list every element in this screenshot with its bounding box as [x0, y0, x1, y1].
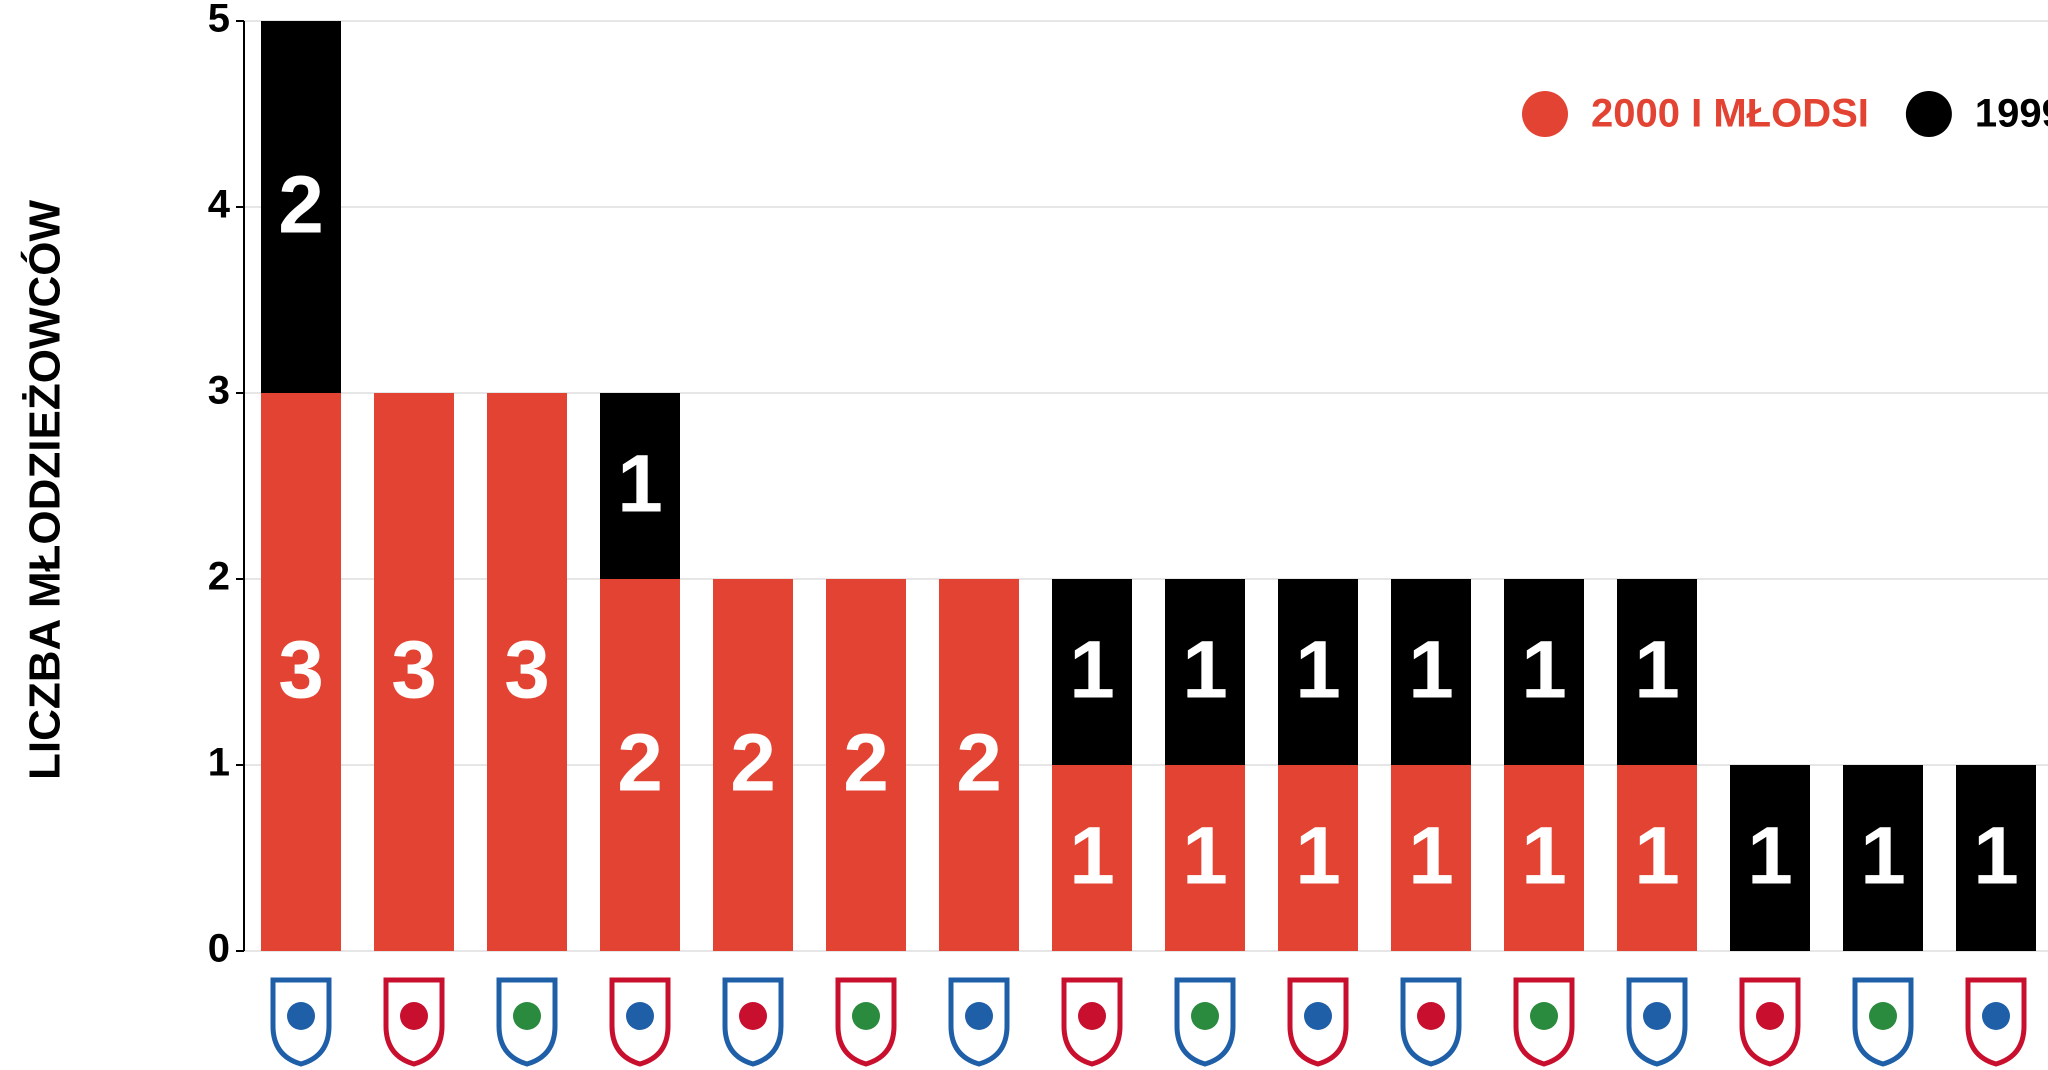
- club-logo-detail: [1191, 1002, 1219, 1030]
- legend-swatch: [1905, 91, 1952, 137]
- bar-segment: [1165, 765, 1245, 951]
- club-logo-detail: [1643, 1002, 1671, 1030]
- bar-segment: [1956, 765, 2036, 951]
- bar-segment: [261, 21, 341, 393]
- bar-segment: [939, 579, 1019, 951]
- y-tick-label: 0: [208, 927, 230, 971]
- club-logo-detail: [1417, 1002, 1445, 1030]
- bar-segment: [600, 579, 680, 951]
- data-label: 1: [1521, 811, 1567, 902]
- data-label: 3: [278, 625, 324, 716]
- club-logo-detail: [852, 1002, 880, 1030]
- bar-segment: [1617, 765, 1697, 951]
- bar-segment: [1504, 765, 1584, 951]
- data-label: 1: [1069, 625, 1115, 716]
- bar-segment: [1052, 579, 1132, 765]
- data-label: 2: [617, 718, 663, 809]
- club-logo-detail: [400, 1002, 428, 1030]
- data-label: 1: [1182, 811, 1228, 902]
- y-tick-label: 4: [208, 183, 231, 227]
- bar-segment: [1052, 765, 1132, 951]
- legend-label: 1999: [1975, 92, 2048, 136]
- legend-label: 2000 I MŁODSI: [1591, 92, 1869, 136]
- data-label: 1: [617, 439, 663, 530]
- club-logo-detail: [626, 1002, 654, 1030]
- y-tick-label: 5: [208, 0, 230, 41]
- data-label: 3: [391, 625, 437, 716]
- bar-segment: [1843, 765, 1923, 951]
- club-logo-detail: [1869, 1002, 1897, 1030]
- bar-segment: [1278, 765, 1358, 951]
- bar-segment: [1391, 765, 1471, 951]
- data-label: 2: [730, 718, 776, 809]
- bar-segment: [487, 393, 567, 951]
- legend-swatch: [1522, 91, 1568, 137]
- data-label: 1: [1634, 625, 1680, 716]
- club-logo-detail: [739, 1002, 767, 1030]
- data-label: 2: [956, 718, 1002, 809]
- data-label: 3: [504, 625, 550, 716]
- y-axis-label: LICZBA MŁODZIEŻOWCÓW: [20, 200, 70, 781]
- data-label: 1: [1973, 811, 2019, 902]
- club-logo-detail: [1078, 1002, 1106, 1030]
- y-tick-label: 2: [208, 555, 230, 599]
- bar-segment: [1391, 579, 1471, 765]
- bar-segment: [600, 393, 680, 579]
- data-label: 1: [1069, 811, 1115, 902]
- bar-segment: [1504, 579, 1584, 765]
- bar-segment: [713, 579, 793, 951]
- data-label: 1: [1295, 625, 1341, 716]
- data-label: 2: [278, 160, 324, 251]
- data-label: 1: [1634, 811, 1680, 902]
- bar-segment: [374, 393, 454, 951]
- bar-segment: [1730, 765, 1810, 951]
- bar-segment: [1617, 579, 1697, 765]
- club-logo-detail: [1982, 1002, 2010, 1030]
- data-label: 1: [1860, 811, 1906, 902]
- club-logo-detail: [1530, 1002, 1558, 1030]
- club-logo-detail: [1304, 1002, 1332, 1030]
- club-logo-detail: [513, 1002, 541, 1030]
- data-label: 1: [1408, 811, 1454, 902]
- club-logo-detail: [1756, 1002, 1784, 1030]
- bar-segment: [1278, 579, 1358, 765]
- data-label: 1: [1295, 811, 1341, 902]
- bar-segment: [826, 579, 906, 951]
- y-tick-label: 3: [208, 369, 230, 413]
- data-label: 1: [1182, 625, 1228, 716]
- bar-segment: [1165, 579, 1245, 765]
- bar-segment: [261, 393, 341, 951]
- data-label: 2: [843, 718, 889, 809]
- club-logo-detail: [287, 1002, 315, 1030]
- data-label: 1: [1747, 811, 1793, 902]
- club-logo-detail: [965, 1002, 993, 1030]
- data-label: 1: [1521, 625, 1567, 716]
- data-label: 1: [1408, 625, 1454, 716]
- y-tick-label: 1: [208, 741, 230, 785]
